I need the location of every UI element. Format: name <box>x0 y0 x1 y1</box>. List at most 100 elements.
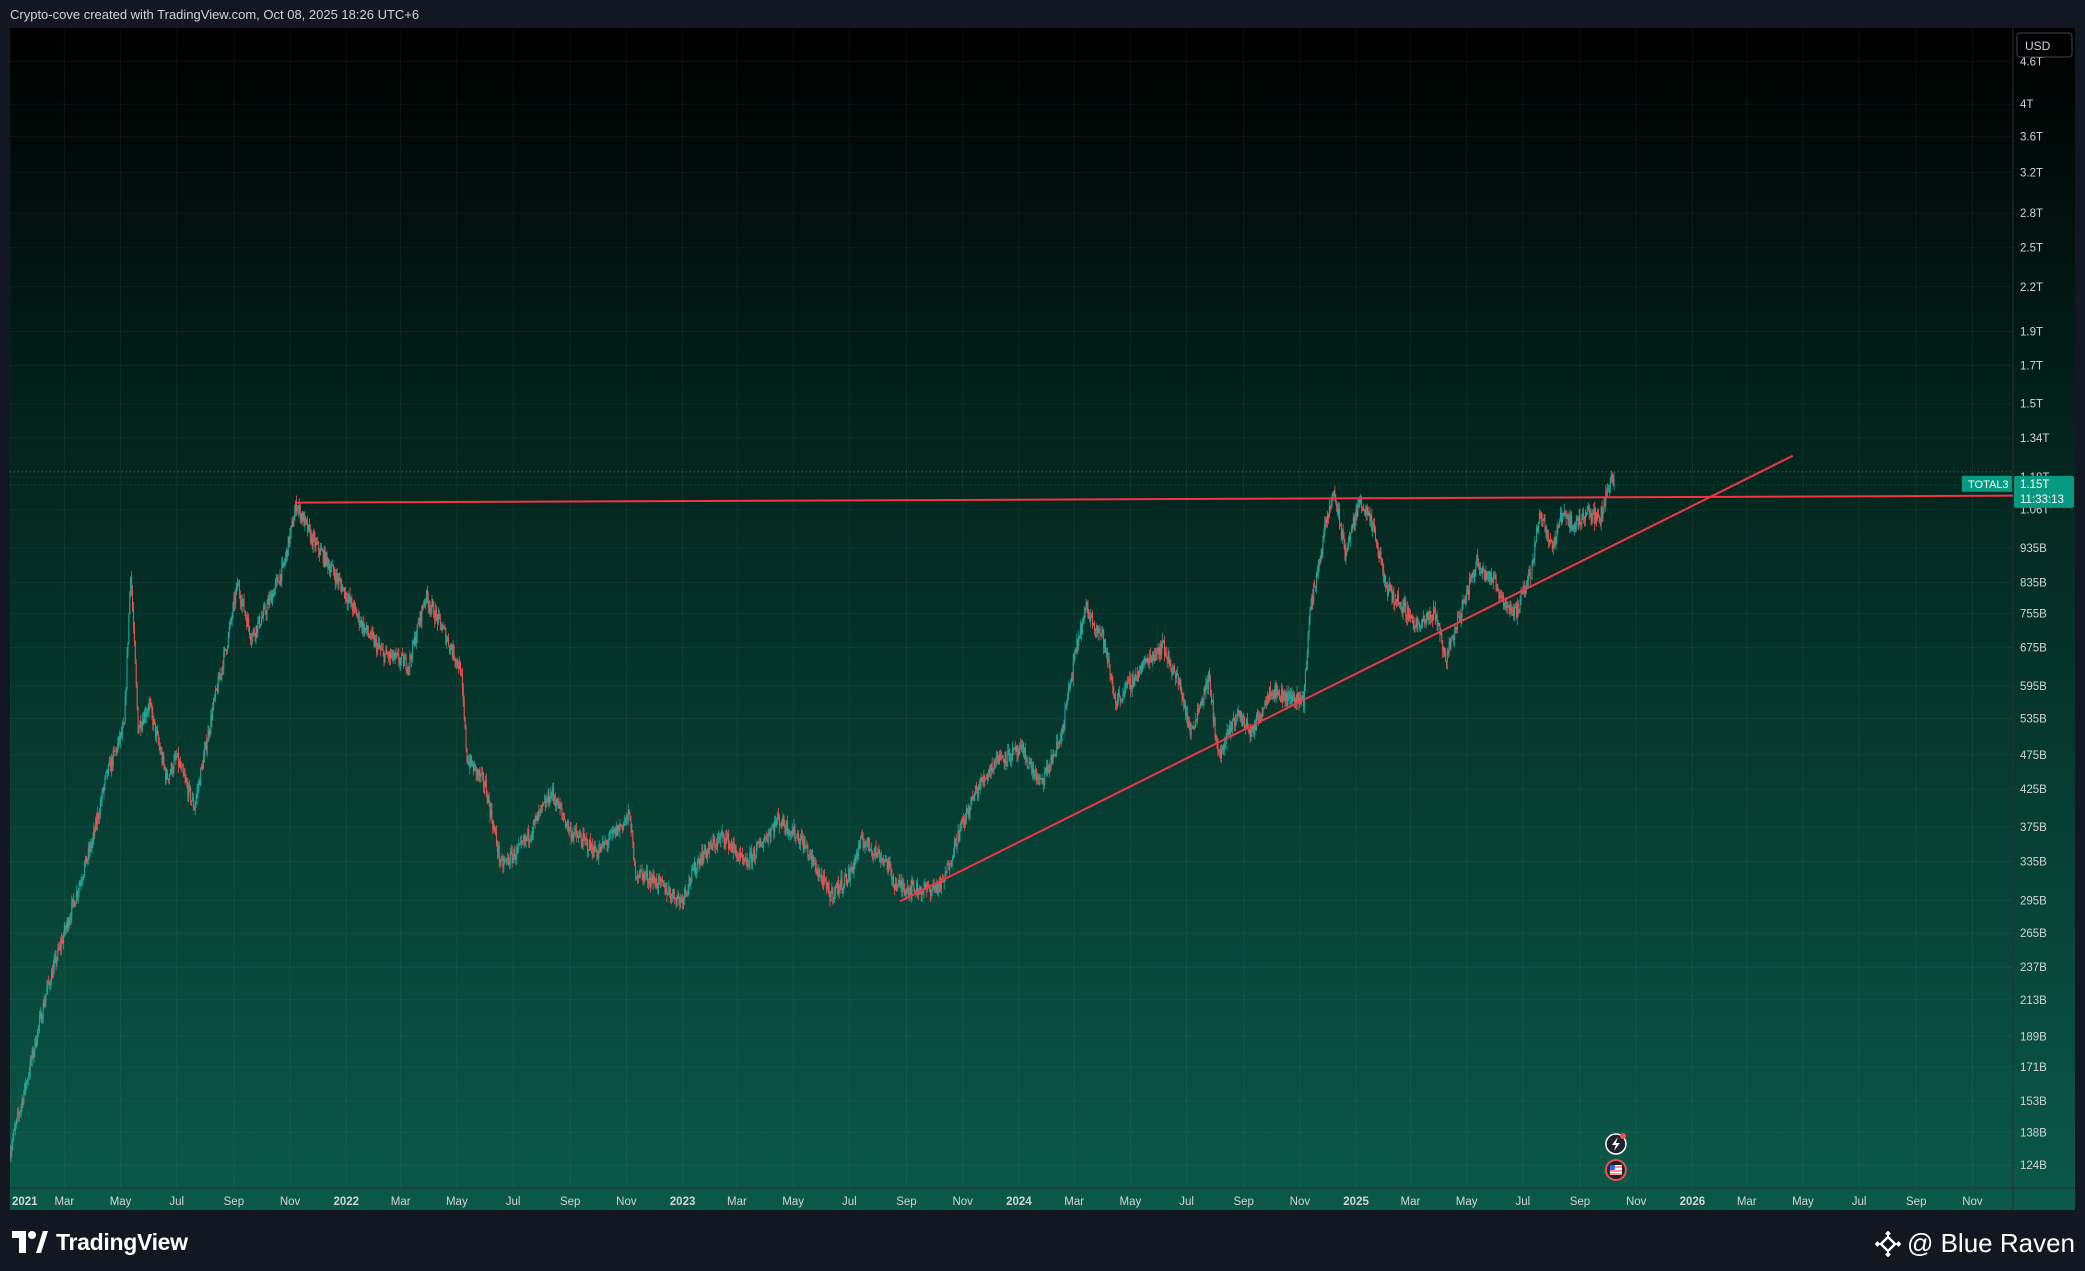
candle-body <box>50 971 52 985</box>
candle-body <box>562 812 564 816</box>
candle-body <box>279 574 281 585</box>
candle-body <box>145 714 147 718</box>
candle-body <box>258 616 260 622</box>
time-axis[interactable]: 2021 Mar May Jul Sep Nov 2022 Mar May Jul Sep Nov 20… <box>12 1196 1983 1208</box>
candle-body <box>1347 545 1349 550</box>
candle-body <box>179 762 181 767</box>
candle-body <box>1464 599 1466 604</box>
candle-body <box>781 825 783 826</box>
candle-body <box>322 550 324 564</box>
candle-body <box>1279 694 1281 700</box>
candle-body <box>605 841 607 843</box>
candle-body <box>225 648 227 650</box>
candle-body <box>851 866 853 871</box>
trendline-ascending-support[interactable] <box>899 454 1794 903</box>
candle-body <box>730 844 732 848</box>
candle-body <box>1574 524 1576 530</box>
candle-body <box>1073 654 1075 661</box>
candle-body <box>472 763 474 772</box>
candle-body <box>825 882 827 889</box>
candle-body <box>1233 717 1235 721</box>
candle-body <box>1405 602 1407 617</box>
candle-body <box>625 815 627 819</box>
candle-body <box>1410 615 1412 618</box>
candle-body <box>874 847 876 854</box>
candle-body <box>989 769 991 772</box>
candle-body <box>906 887 908 891</box>
candle-body <box>831 887 833 895</box>
candle-body <box>1109 668 1111 677</box>
candle-body <box>316 541 318 544</box>
candle-body <box>1095 629 1097 631</box>
candle-body <box>38 1017 40 1027</box>
currency-box[interactable] <box>2016 32 2073 58</box>
candle-body <box>302 513 304 521</box>
candle-body <box>1040 778 1042 780</box>
candle-body <box>38 1026 40 1030</box>
candle-body <box>144 711 146 724</box>
candle-body <box>372 633 374 636</box>
candle-body <box>390 655 392 658</box>
x-tick-label: May <box>782 1196 804 1208</box>
candle-body <box>366 625 368 633</box>
candle-body <box>1341 529 1343 539</box>
candle-body <box>117 743 119 752</box>
candle-body <box>1022 744 1024 756</box>
candle-body <box>1029 762 1031 765</box>
flash-icon[interactable] <box>1605 1133 1627 1155</box>
price-chart[interactable]: 4.6T4T3.6T3.2T2.8T2.5T2.2T1.9T1.7T1.5T1.… <box>10 28 2075 1210</box>
candle-body <box>1250 729 1252 738</box>
currency-selector[interactable]: USD <box>2016 32 2073 58</box>
candle-body <box>936 883 938 890</box>
candle-body <box>1330 501 1332 509</box>
candle-body <box>1609 478 1611 489</box>
candle-body <box>348 594 350 598</box>
candle-body <box>765 837 767 841</box>
candle-body <box>1075 649 1077 652</box>
candle-body <box>1003 759 1005 763</box>
candle-body <box>1032 768 1034 774</box>
candle-body <box>1353 517 1355 528</box>
tradingview-logo[interactable]: TradingView <box>12 1228 188 1256</box>
trendline-horizontal-resistance[interactable] <box>296 494 2014 504</box>
candle-body <box>104 777 106 786</box>
candle-body <box>400 659 402 664</box>
candle-body <box>1080 624 1082 636</box>
candle-body <box>1081 624 1083 634</box>
candle-body <box>74 902 76 907</box>
candle-body <box>886 859 888 870</box>
candle-body <box>627 810 629 820</box>
candle-body <box>537 811 539 821</box>
candle-body <box>90 843 92 848</box>
us-flag-icon[interactable] <box>1604 1159 1627 1181</box>
candle-body <box>780 823 782 826</box>
candle-body <box>678 895 680 899</box>
candle-body <box>909 885 911 891</box>
candle-body <box>1174 672 1176 679</box>
candle-body <box>122 723 124 727</box>
candle-body <box>1165 653 1167 658</box>
candle-body <box>724 841 726 844</box>
candle-body <box>1092 623 1094 625</box>
candle-body <box>922 891 924 893</box>
candle-body <box>115 748 117 752</box>
symbol-badge <box>1962 475 2012 492</box>
candle-body <box>934 885 936 887</box>
candle-body <box>1101 632 1103 635</box>
candle-body <box>665 888 667 894</box>
chart-pane[interactable]: 4.6T 4T 3.6T 3.2T 2.8T 2.5T 2.2T 1.9T 1.7T 1.5T 1.… <box>10 28 2075 1210</box>
candle-body <box>1134 674 1136 680</box>
candle-body <box>340 580 342 585</box>
candle-body <box>694 861 696 872</box>
price-axis[interactable]: 4.6T4T3.6T3.2T2.8T2.5T2.2T1.9T1.7T1.5T1.… <box>2020 57 2049 1172</box>
candle-body <box>95 819 97 832</box>
x-tick-label: Jul <box>506 1196 521 1208</box>
candle-body <box>554 797 556 800</box>
candle-body <box>1411 615 1413 623</box>
candle-body <box>1383 569 1385 582</box>
candle-body <box>1590 511 1592 520</box>
candle-body <box>1240 710 1242 717</box>
candle-body <box>230 619 232 621</box>
candle-body <box>1520 593 1522 600</box>
